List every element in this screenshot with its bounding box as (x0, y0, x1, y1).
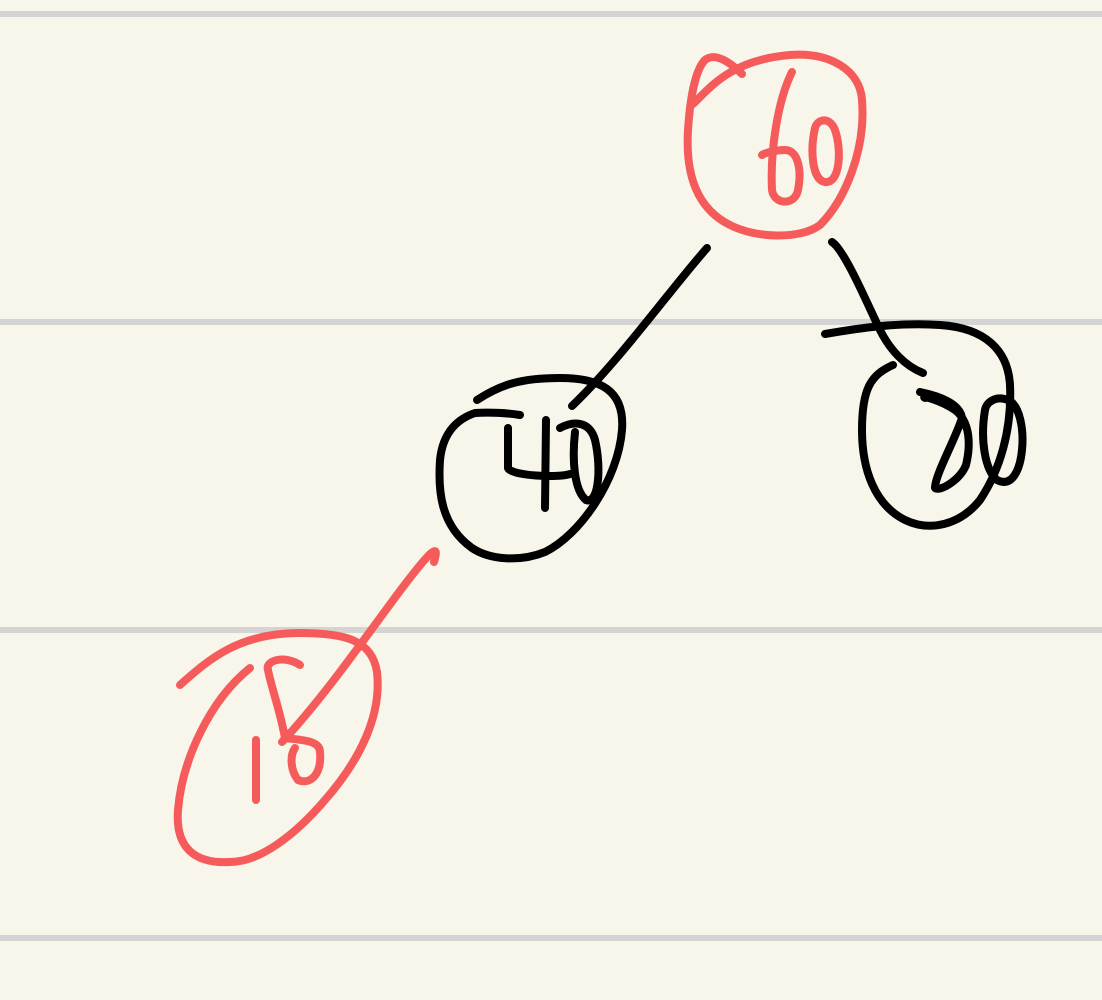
edge-root-to-right (828, 238, 927, 377)
digit-0 (808, 116, 843, 186)
tree-node-left: 40 (435, 374, 627, 563)
node-circle (435, 374, 627, 563)
tree-node-left-left: 15 (173, 629, 382, 867)
digit-0 (556, 419, 603, 505)
node-circle (821, 320, 1015, 530)
digit-6 (758, 68, 804, 206)
digit-0 (979, 394, 1027, 486)
tree-node-right: 80 (821, 320, 1027, 530)
node-label: 15 (280, 759, 282, 761)
edge-left-to-left-left (278, 547, 440, 746)
edge-root-to-left (568, 244, 711, 410)
digit-8 (916, 388, 973, 493)
node-circle (683, 50, 867, 240)
node-label: 80 (960, 439, 962, 441)
tree-node-root: 60 (683, 50, 867, 240)
node-circle (173, 629, 382, 867)
digit-4 (504, 416, 574, 512)
digit-5 (263, 655, 325, 786)
